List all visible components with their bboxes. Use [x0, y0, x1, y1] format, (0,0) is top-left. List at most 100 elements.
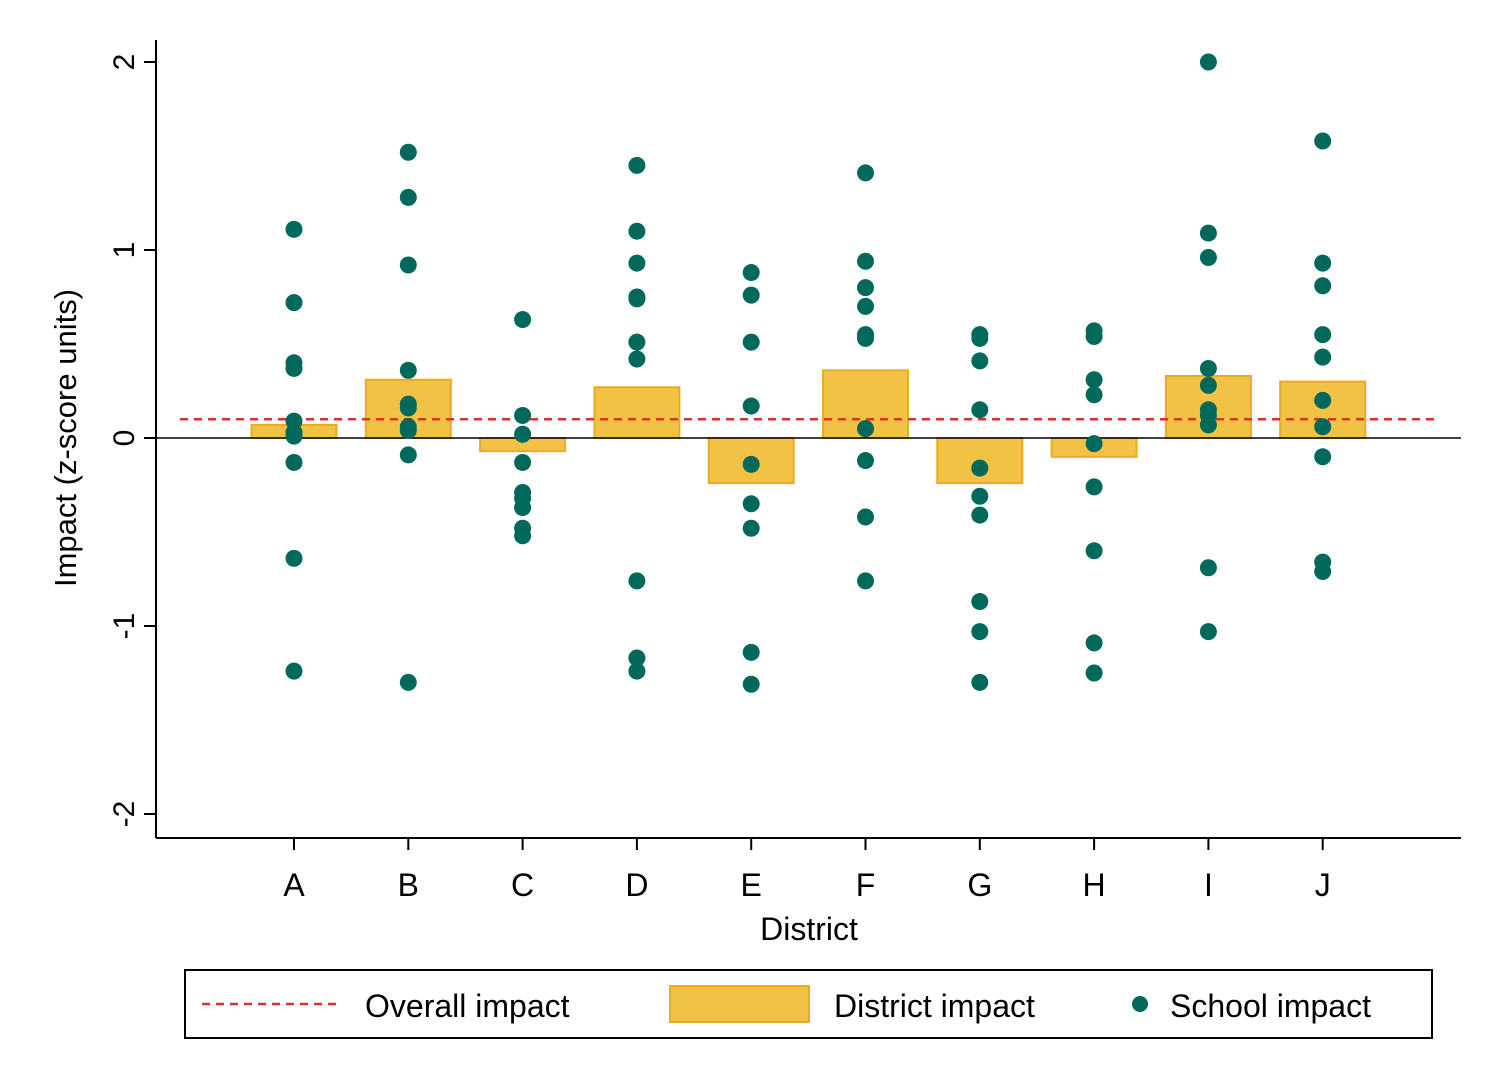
- school-point-A-1: [285, 220, 303, 238]
- x-tick-label-I: I: [1204, 867, 1213, 903]
- school-point-D-7: [628, 350, 646, 368]
- school-point-C-7: [514, 499, 532, 517]
- school-point-B-4: [399, 361, 417, 379]
- school-point-D-1: [628, 156, 646, 174]
- school-point-J-8: [1314, 448, 1332, 466]
- school-point-J-3: [1314, 277, 1332, 295]
- school-point-E-2: [742, 286, 760, 304]
- school-point-H-8: [1085, 634, 1103, 652]
- school-point-F-7: [857, 420, 874, 438]
- x-tick-label-E: E: [741, 867, 762, 903]
- school-point-D-6: [628, 333, 646, 351]
- school-point-I-2: [1199, 224, 1217, 242]
- school-point-I-5: [1199, 376, 1217, 394]
- school-point-E-4: [742, 397, 760, 415]
- school-point-G-9: [971, 623, 989, 641]
- school-point-J-10: [1314, 562, 1332, 580]
- school-point-E-8: [742, 643, 760, 661]
- school-point-H-3: [1085, 371, 1103, 389]
- legend-school-impact-swatch: [1132, 996, 1148, 1012]
- school-point-A-8: [285, 453, 303, 471]
- school-point-I-8: [1199, 416, 1217, 434]
- school-point-D-3: [628, 254, 646, 272]
- x-tick-label-F: F: [856, 867, 876, 903]
- school-point-A-2: [285, 294, 303, 312]
- school-point-H-4: [1085, 386, 1103, 404]
- x-tick-label-C: C: [511, 867, 534, 903]
- school-point-G-6: [971, 487, 989, 505]
- school-point-A-4: [285, 359, 303, 377]
- school-point-C-9: [514, 527, 532, 545]
- school-point-A-9: [285, 549, 303, 567]
- school-point-B-3: [399, 256, 417, 274]
- school-point-F-1: [857, 164, 874, 182]
- school-point-A-7: [285, 427, 303, 445]
- school-point-J-5: [1314, 348, 1332, 366]
- school-point-E-5: [742, 455, 760, 473]
- school-point-G-2: [971, 329, 989, 347]
- school-point-H-6: [1085, 478, 1103, 496]
- school-point-F-3: [857, 279, 874, 297]
- school-point-D-2: [628, 222, 646, 240]
- school-point-I-10: [1199, 623, 1217, 641]
- school-point-I-3: [1199, 249, 1217, 267]
- school-point-I-9: [1199, 559, 1217, 577]
- school-point-D-8: [628, 572, 646, 590]
- school-point-B-9: [399, 446, 417, 464]
- school-point-G-8: [971, 593, 989, 611]
- school-point-B-8: [399, 421, 417, 439]
- legend-district-impact-swatch: [669, 985, 810, 1023]
- school-point-F-4: [857, 297, 874, 315]
- school-point-H-5: [1085, 435, 1103, 453]
- school-point-F-9: [857, 508, 874, 526]
- x-tick-label-G: G: [967, 867, 992, 903]
- school-point-G-4: [971, 401, 989, 419]
- y-axis-label: Impact (z-score units): [48, 289, 83, 587]
- school-point-B-1: [399, 143, 417, 161]
- school-point-J-7: [1314, 418, 1332, 436]
- x-tick-label-A: A: [283, 867, 305, 903]
- y-tick-label--1: -1: [108, 613, 141, 640]
- school-point-C-2: [514, 406, 532, 424]
- plot-area: [156, 53, 1461, 693]
- y-tick-label-0: 0: [108, 430, 141, 447]
- school-point-F-10: [857, 572, 874, 590]
- school-point-E-9: [742, 675, 760, 693]
- school-point-H-2: [1085, 327, 1103, 345]
- school-point-E-1: [742, 264, 760, 282]
- legend: Overall impact District impact School im…: [184, 969, 1433, 1039]
- school-point-F-6: [857, 329, 874, 347]
- school-point-G-5: [971, 459, 989, 477]
- school-point-F-2: [857, 252, 874, 270]
- school-point-G-7: [971, 506, 989, 524]
- school-point-D-5: [628, 290, 646, 308]
- school-point-E-3: [742, 333, 760, 351]
- x-tick-label-B: B: [398, 867, 419, 903]
- school-point-J-1: [1314, 132, 1332, 150]
- legend-overall-impact-label: Overall impact: [365, 988, 570, 1024]
- bar-D: [593, 386, 681, 439]
- school-point-I-4: [1199, 359, 1217, 377]
- school-point-C-1: [514, 311, 532, 329]
- school-point-D-10: [628, 662, 646, 680]
- y-tick-label-2: 2: [108, 54, 141, 71]
- school-point-H-9: [1085, 664, 1103, 682]
- x-axis-label: District: [760, 911, 858, 947]
- legend-school-impact-label: School impact: [1170, 988, 1371, 1024]
- school-point-J-4: [1314, 326, 1332, 344]
- school-point-I-1: [1199, 53, 1217, 71]
- y-tick-label--2: -2: [108, 801, 141, 828]
- y-tick-label-1: 1: [108, 242, 141, 259]
- school-point-B-6: [399, 399, 417, 417]
- school-point-B-10: [399, 673, 417, 691]
- school-point-E-6: [742, 495, 760, 513]
- x-tick-label-J: J: [1315, 867, 1331, 903]
- school-point-H-7: [1085, 542, 1103, 560]
- school-point-G-3: [971, 352, 989, 370]
- school-point-F-8: [857, 452, 874, 470]
- x-tick-label-D: D: [625, 867, 648, 903]
- school-point-D-9: [628, 649, 646, 667]
- school-point-A-10: [285, 662, 303, 680]
- x-tick-label-H: H: [1083, 867, 1106, 903]
